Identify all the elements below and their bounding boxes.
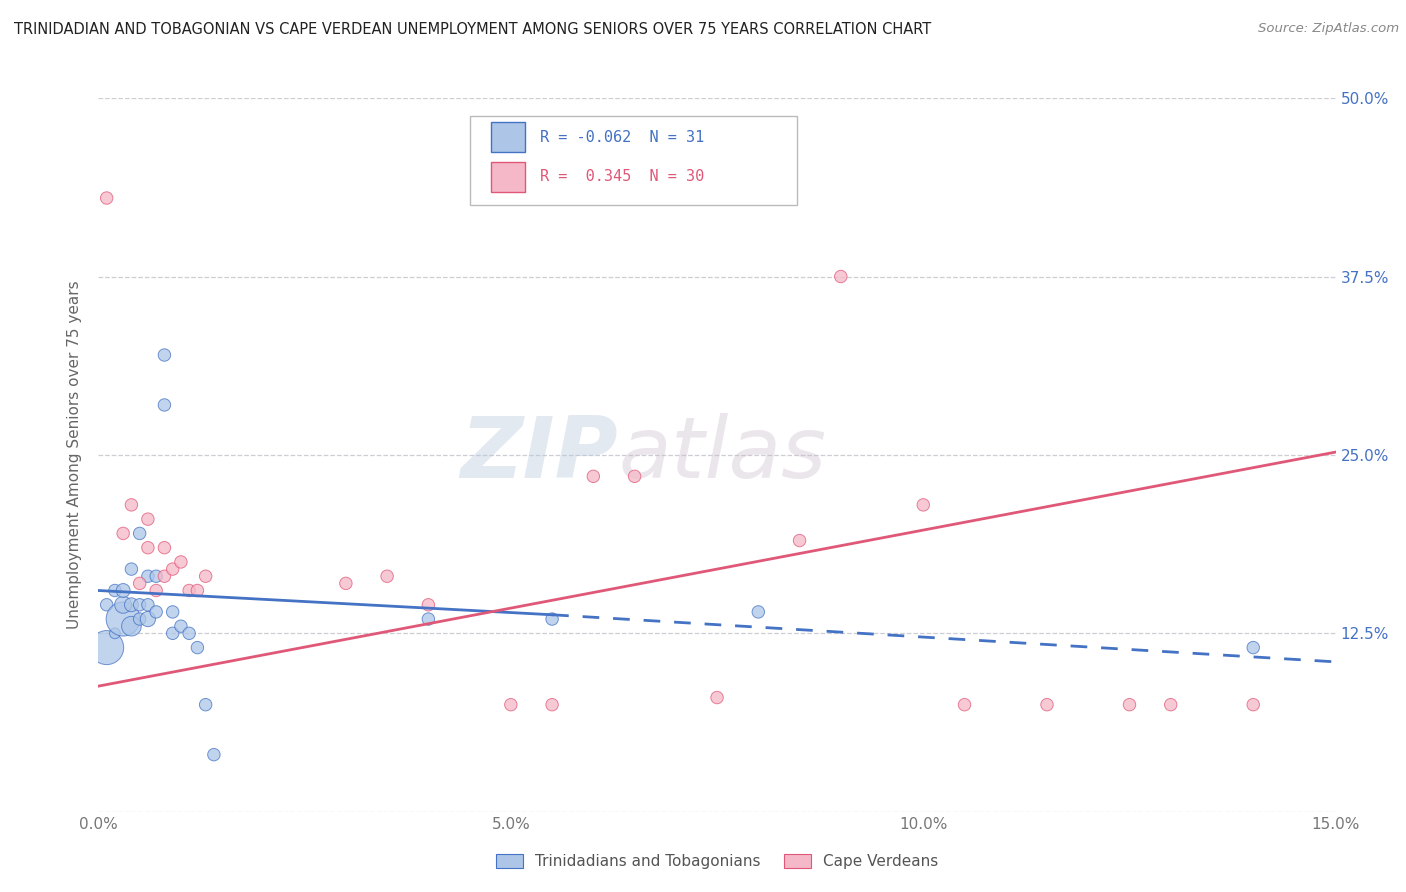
Point xyxy=(582,469,605,483)
Text: TRINIDADIAN AND TOBAGONIAN VS CAPE VERDEAN UNEMPLOYMENT AMONG SENIORS OVER 75 YE: TRINIDADIAN AND TOBAGONIAN VS CAPE VERDE… xyxy=(14,22,931,37)
Point xyxy=(170,619,193,633)
Point xyxy=(194,569,217,583)
Point xyxy=(112,583,135,598)
Point xyxy=(1118,698,1140,712)
Point xyxy=(912,498,935,512)
Point xyxy=(541,612,564,626)
Point xyxy=(375,569,398,583)
Point xyxy=(104,583,127,598)
Point xyxy=(96,191,118,205)
Point xyxy=(202,747,225,762)
Point xyxy=(153,541,176,555)
Point xyxy=(1160,698,1182,712)
Point xyxy=(153,348,176,362)
Point xyxy=(1036,698,1059,712)
FancyBboxPatch shape xyxy=(491,161,526,192)
Point xyxy=(1241,640,1264,655)
FancyBboxPatch shape xyxy=(491,122,526,153)
Point xyxy=(136,512,159,526)
Point xyxy=(136,612,159,626)
Point xyxy=(96,598,118,612)
Point xyxy=(128,576,150,591)
Point xyxy=(136,598,159,612)
Point xyxy=(162,626,184,640)
Point xyxy=(418,612,440,626)
Point xyxy=(128,598,150,612)
Point xyxy=(153,398,176,412)
Point xyxy=(499,698,522,712)
Point xyxy=(1241,698,1264,712)
Point xyxy=(96,640,118,655)
Text: ZIP: ZIP xyxy=(460,413,619,497)
Point xyxy=(145,569,167,583)
Point xyxy=(120,619,142,633)
Point xyxy=(186,640,208,655)
Point xyxy=(112,598,135,612)
Point xyxy=(145,605,167,619)
Point xyxy=(706,690,728,705)
Text: R =  0.345  N = 30: R = 0.345 N = 30 xyxy=(540,169,704,185)
Point xyxy=(136,569,159,583)
Text: Source: ZipAtlas.com: Source: ZipAtlas.com xyxy=(1258,22,1399,36)
Point xyxy=(194,698,217,712)
Point xyxy=(145,583,167,598)
Legend: Trinidadians and Tobagonians, Cape Verdeans: Trinidadians and Tobagonians, Cape Verde… xyxy=(489,847,945,875)
Text: atlas: atlas xyxy=(619,413,827,497)
Point xyxy=(128,612,150,626)
Point xyxy=(120,598,142,612)
Point xyxy=(830,269,852,284)
Point xyxy=(112,526,135,541)
Point xyxy=(789,533,811,548)
Point xyxy=(104,626,127,640)
Y-axis label: Unemployment Among Seniors over 75 years: Unemployment Among Seniors over 75 years xyxy=(67,281,83,629)
Point xyxy=(623,469,645,483)
Point xyxy=(179,583,201,598)
Point xyxy=(179,626,201,640)
Point xyxy=(153,569,176,583)
Point xyxy=(162,562,184,576)
Point xyxy=(120,498,142,512)
Point xyxy=(170,555,193,569)
Point xyxy=(953,698,976,712)
Point xyxy=(186,583,208,598)
Point xyxy=(418,598,440,612)
Point xyxy=(128,526,150,541)
Point xyxy=(162,605,184,619)
Point xyxy=(541,698,564,712)
Text: R = -0.062  N = 31: R = -0.062 N = 31 xyxy=(540,130,704,145)
Point xyxy=(120,562,142,576)
Point xyxy=(747,605,769,619)
Point xyxy=(112,612,135,626)
Point xyxy=(136,541,159,555)
Point xyxy=(335,576,357,591)
FancyBboxPatch shape xyxy=(470,116,797,205)
